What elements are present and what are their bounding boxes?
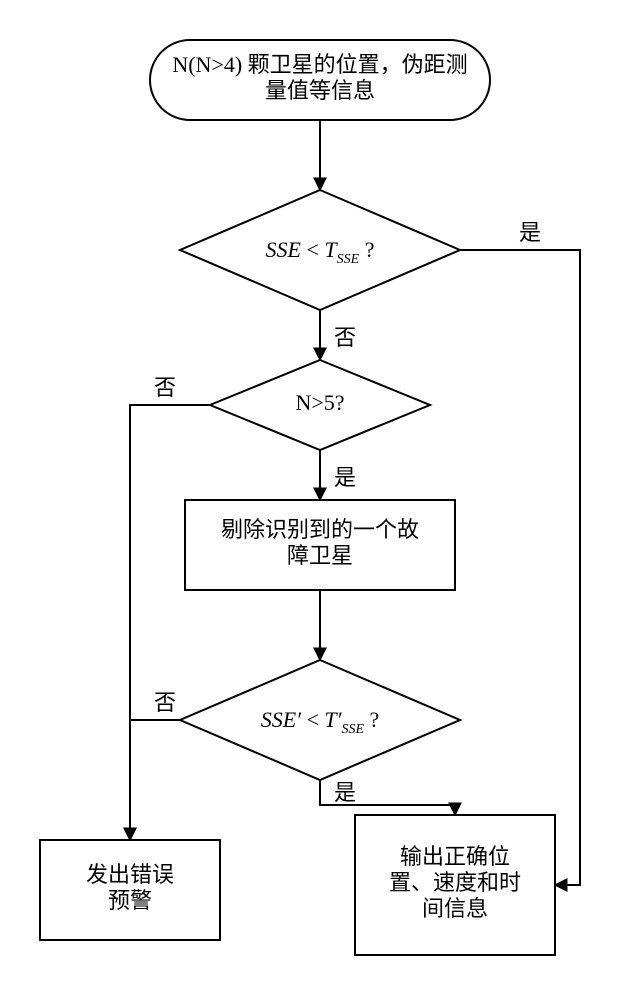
edge-label-6: 是: [334, 780, 356, 805]
nodes: N(N>4) 颗卫星的位置，伪距测量值等信息 SSE < TSSE ? N>5? 剔除…: [40, 40, 555, 955]
edge-label-7: 否: [154, 690, 176, 715]
node-d2-text: N>5?: [295, 390, 344, 415]
node-p1-line-0: 剔除识别到的一个故: [221, 517, 419, 542]
edge-7: [130, 720, 180, 840]
node-out_err: 发出错误预警: [40, 840, 220, 940]
node-out_ok-line-2: 间信息: [422, 896, 488, 921]
edge-label-3: 是: [334, 465, 356, 490]
node-out_ok-line-1: 置、速度和时: [389, 870, 521, 895]
node-out_err-line-0: 发出错误: [86, 862, 174, 887]
edge-label-1: 否: [334, 325, 356, 350]
node-start: N(N>4) 颗卫星的位置，伪距测量值等信息: [150, 40, 490, 120]
node-p1-line-1: 障卫星: [287, 543, 353, 568]
node-start-line-1: 量值等信息: [265, 78, 375, 103]
node-out_ok-line-0: 输出正确位: [400, 844, 510, 869]
node-out_err-line-1: 预警: [108, 888, 152, 913]
edge-label-4: 否: [154, 375, 176, 400]
edge-label-2: 是: [519, 220, 541, 245]
node-d3: SSE′ < T′SSE ?: [180, 660, 460, 780]
node-p1: 剔除识别到的一个故障卫星: [185, 500, 455, 590]
edge-2: [460, 250, 580, 885]
node-out_ok: 输出正确位置、速度和时间信息: [355, 815, 555, 955]
node-d2: N>5?: [210, 360, 430, 450]
node-start-line-0: N(N>4) 颗卫星的位置，伪距测: [172, 52, 467, 77]
node-d1: SSE < TSSE ?: [180, 190, 460, 310]
edge-4: [130, 405, 210, 840]
